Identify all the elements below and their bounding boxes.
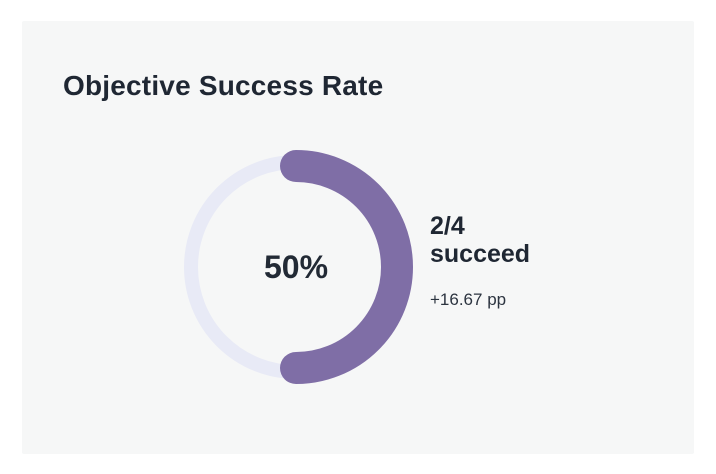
- delta-value: +16.67 pp: [430, 290, 507, 309]
- stats-block: 2/4 succeed +16.67 pp: [430, 212, 530, 310]
- success-rate-card: Objective Success Rate 50% 2/4 succeed +…: [22, 21, 694, 454]
- success-ratio: 2/4: [430, 212, 465, 240]
- card-title: Objective Success Rate: [63, 70, 384, 101]
- success-gauge: 50%: [178, 149, 414, 385]
- gauge-fill-arc: [280, 150, 413, 384]
- gauge-svg: [184, 150, 413, 384]
- success-ratio-label: succeed: [430, 240, 531, 268]
